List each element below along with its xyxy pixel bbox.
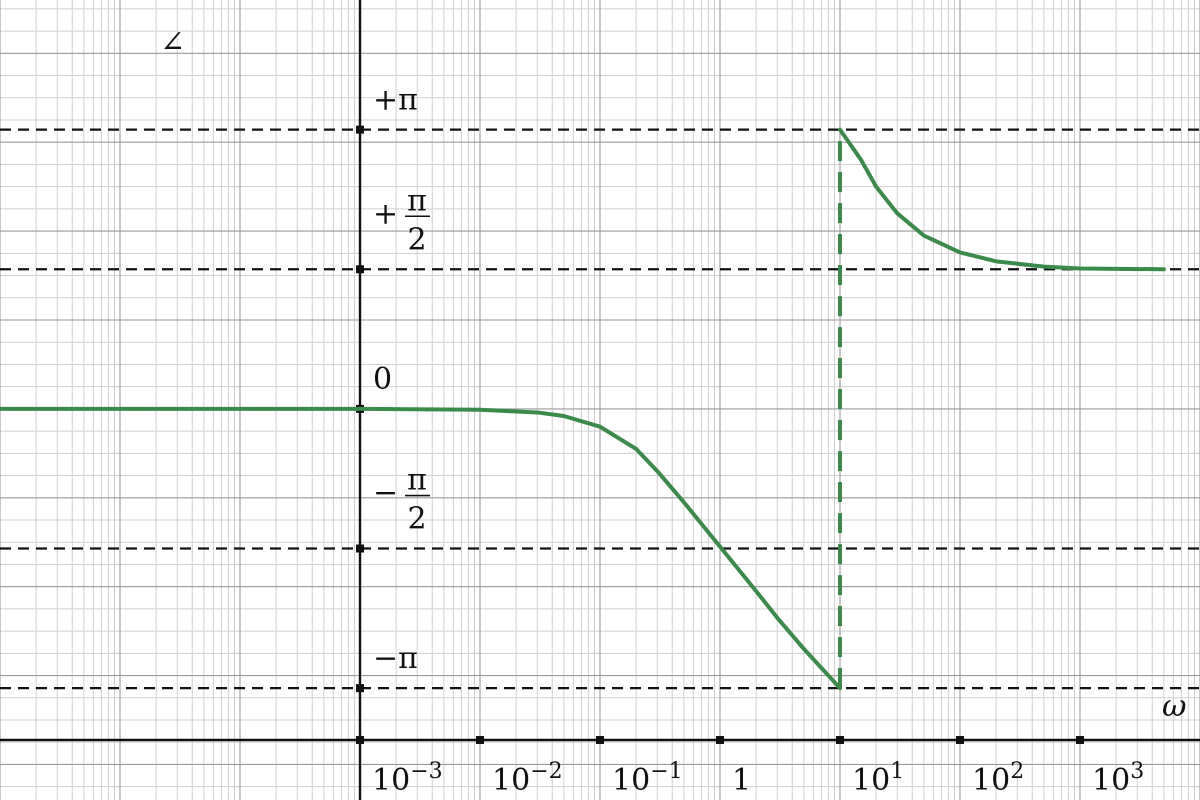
tick-labels: 10−3 10−2 10−1 1 101 102 103+π+ π20− π2−π <box>372 83 1144 798</box>
x-tick-mark <box>836 736 844 744</box>
y-tick-label: +π <box>373 83 418 118</box>
x-tick-label: 101 <box>852 759 904 798</box>
y-tick-mark <box>356 125 364 134</box>
x-tick-mark <box>956 736 964 744</box>
y-tick-sign: + <box>373 196 398 231</box>
phase-curve-1 <box>0 406 842 691</box>
y-tick-mark <box>356 265 364 274</box>
y-tick-sign: − <box>373 476 398 511</box>
x-tick-label: 10−1 <box>612 759 683 798</box>
x-tick-label: 102 <box>972 759 1024 798</box>
x-tick-label: 1 <box>732 763 751 798</box>
y-tick-label: + π 2 <box>373 183 430 257</box>
x-tick-mark <box>1076 736 1084 744</box>
y-tick-denominator: 2 <box>407 502 426 537</box>
x-tick-mark <box>716 736 724 744</box>
phase-curves <box>0 127 1166 691</box>
x-axis-label: ω <box>1162 689 1186 724</box>
x-tick-mark <box>596 736 604 744</box>
y-tick-mark <box>356 544 364 553</box>
y-tick-denominator: 2 <box>407 222 426 257</box>
y-tick-label: − π 2 <box>373 463 430 537</box>
y-tick-mark <box>356 684 364 693</box>
y-tick-label: 0 <box>373 362 392 397</box>
y-tick-label: −π <box>373 641 418 676</box>
y-axis-label: ∠ <box>160 25 185 60</box>
x-tick-mark <box>476 736 484 744</box>
y-tick-numerator: π <box>407 463 427 498</box>
x-tick-label: 103 <box>1092 759 1144 798</box>
x-tick-mark <box>356 736 364 744</box>
phase-curve-2 <box>838 127 1166 272</box>
reference-lines <box>0 128 1200 690</box>
x-tick-label: 10−2 <box>492 759 563 798</box>
y-tick-numerator: π <box>407 183 427 218</box>
x-tick-label: 10−3 <box>372 759 443 798</box>
